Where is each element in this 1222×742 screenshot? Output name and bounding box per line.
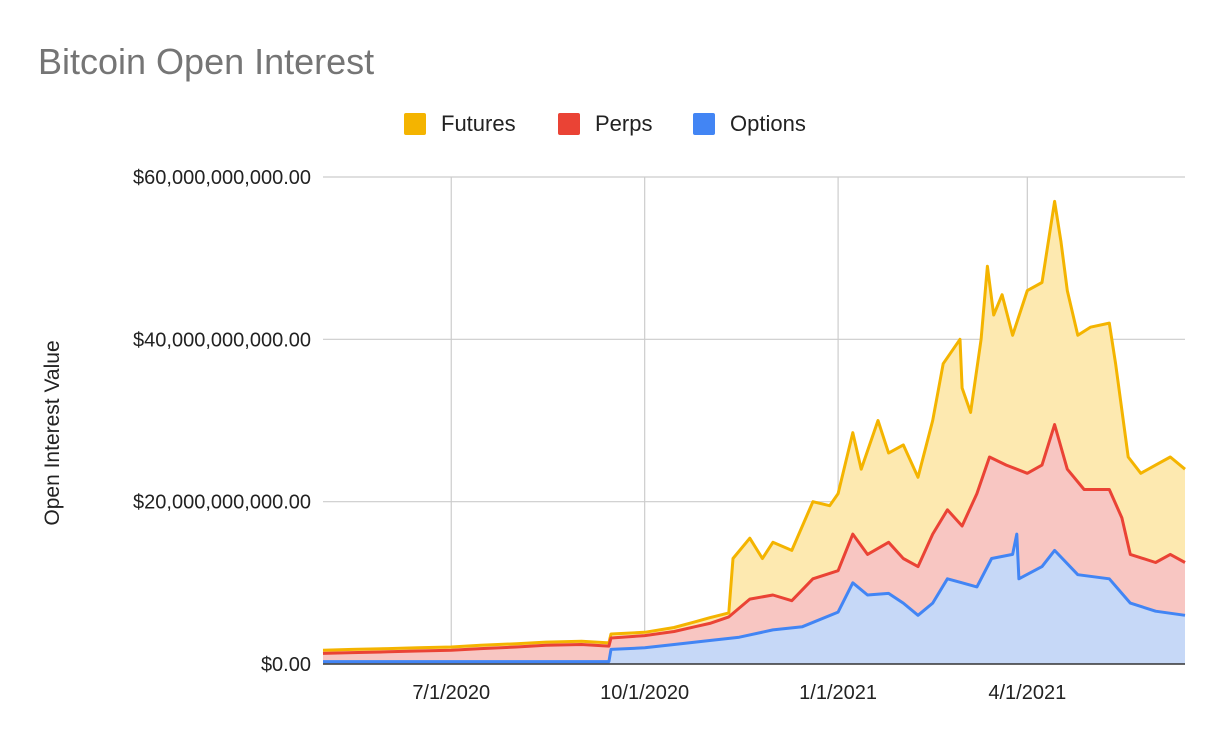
series-line-options [323,532,1186,664]
x-tick-label: 10/1/2020 [600,682,689,704]
plot-area [322,199,1186,665]
legend-label: Perps [595,111,652,136]
y-tick-label: $0.00 [261,654,311,676]
y-tick-label: $20,000,000,000.00 [133,492,311,514]
x-tick-label: 7/1/2020 [412,682,490,704]
legend-item-futures[interactable]: Futures [404,111,516,136]
legend-label: Futures [441,111,516,136]
axis-y: $0.00 $20,000,000,000.00 $40,000,000,000.0… [133,167,311,676]
chart-legend: Futures Perps Options [404,111,806,136]
x-tick-label: 4/1/2021 [988,682,1066,704]
legend-swatch [558,113,580,135]
legend-item-perps[interactable]: Perps [558,111,652,136]
legend-label: Options [730,111,806,136]
legend-swatch [693,113,715,135]
chart-title: Bitcoin Open Interest [38,41,374,82]
y-axis-title: Open Interest Value [41,340,64,525]
y-tick-label: $40,000,000,000.00 [133,329,311,351]
legend-swatch [404,113,426,135]
axis-x: 7/1/2020 10/1/2020 1/1/2021 4/1/2021 [412,682,1066,704]
x-tick-label: 1/1/2021 [799,682,877,704]
legend-item-options[interactable]: Options [693,111,806,136]
y-tick-label: $60,000,000,000.00 [133,167,311,189]
series-line-perps [322,423,1186,655]
series-line-futures [322,199,1186,652]
series-area-options [323,534,1185,664]
